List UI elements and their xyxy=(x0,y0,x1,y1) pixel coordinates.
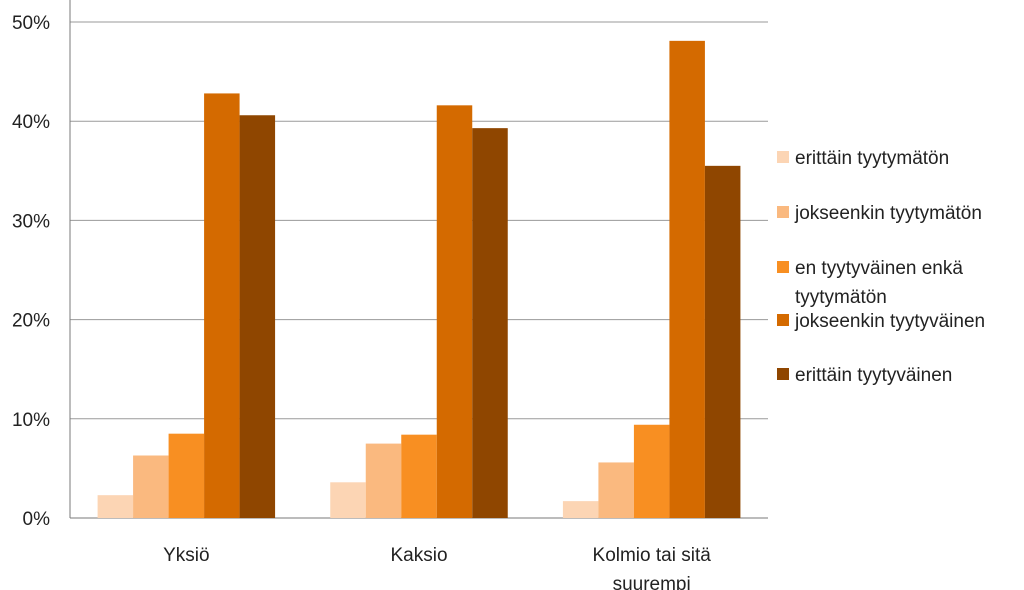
bar xyxy=(330,482,366,518)
bar xyxy=(168,433,205,518)
y-tick-label: 50% xyxy=(12,13,50,34)
legend-label: erittäin tyytyväinen xyxy=(795,365,952,386)
bar xyxy=(598,462,634,518)
y-tick-label: 0% xyxy=(23,509,51,530)
bar xyxy=(436,105,473,518)
legend-swatch xyxy=(777,206,789,218)
legend-swatch xyxy=(777,261,789,273)
bar xyxy=(133,455,169,518)
y-tick-label: 30% xyxy=(12,211,50,232)
bar xyxy=(401,434,437,518)
legend-swatch xyxy=(777,314,789,326)
legend-swatch xyxy=(777,368,789,380)
legend-swatch xyxy=(777,151,789,163)
bar xyxy=(365,443,402,518)
bar xyxy=(704,165,741,518)
bar xyxy=(239,115,276,519)
legend-label: jokseenkin tyytymätön xyxy=(794,203,982,224)
bar xyxy=(472,128,508,519)
y-tick-label: 40% xyxy=(12,112,50,133)
bar xyxy=(633,424,670,518)
bar xyxy=(204,93,240,518)
x-category-label: Kaksio xyxy=(390,545,447,566)
bar xyxy=(97,495,134,518)
y-tick-label: 10% xyxy=(12,410,50,431)
y-tick-label: 20% xyxy=(12,311,50,332)
bar xyxy=(562,501,599,518)
x-category-label: Yksiö xyxy=(163,545,209,566)
bar xyxy=(669,40,705,519)
legend-label: jokseenkin tyytyväinen xyxy=(794,311,985,332)
x-category-label: Kolmio tai sitä suurempi xyxy=(593,545,712,590)
legend-label: en tyytyväinen enkä tyytymätön xyxy=(795,258,963,308)
legend-label: erittäin tyytymätön xyxy=(795,148,949,169)
